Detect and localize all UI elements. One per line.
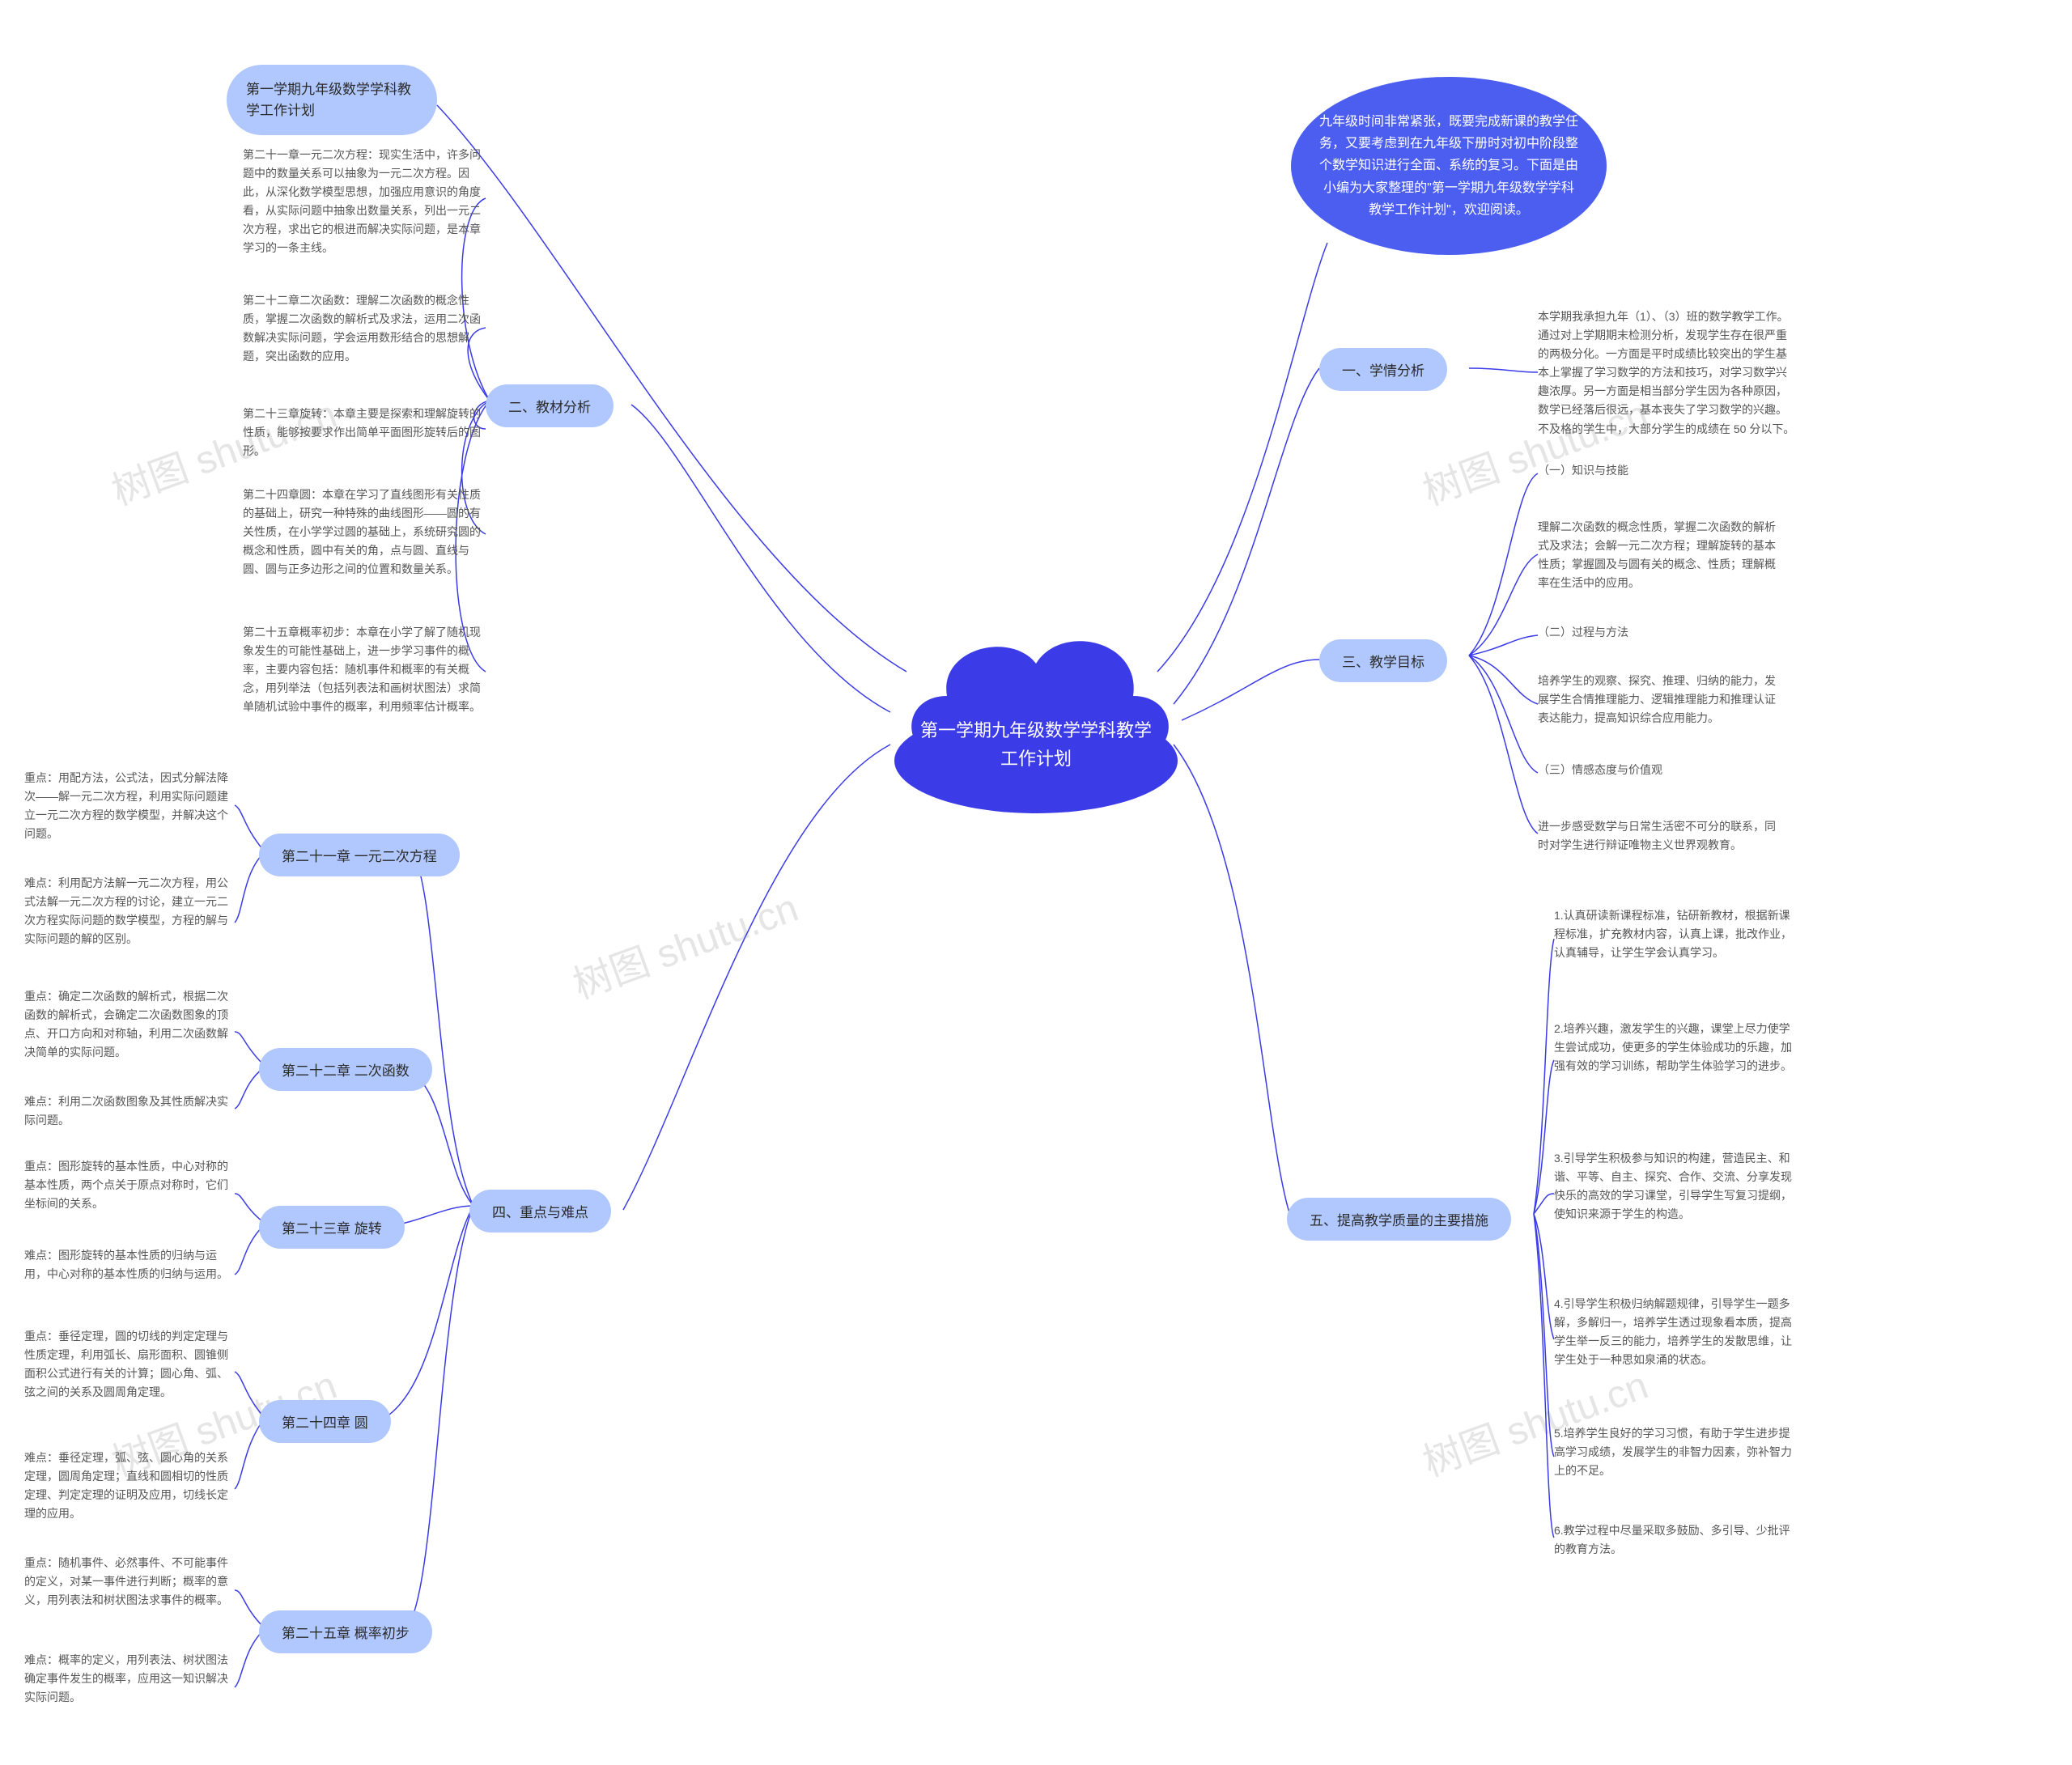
section-5-leaf: 6.教学过程中尽量采取多鼓励、多引导、少批评的教育方法。 (1554, 1521, 1797, 1559)
section-3-group: 理解二次函数的概念性质，掌握二次函数的解析式及求法；会解一元二次方程；理解旋转的… (1538, 518, 1781, 592)
section-2-leaf: 第二十五章概率初步：本章在小学了解了随机现象发生的可能性基础上，进一步学习事件的… (243, 623, 486, 716)
chapter-21-leaf: 难点：利用配方法解一元二次方程，用公式法解一元二次方程的讨论，建立一元二次方程实… (24, 874, 235, 948)
section-2-pill: 二、教材分析 (486, 384, 614, 427)
chapter-24-leaf: 难点：垂径定理，弧、弦、圆心角的关系定理，圆周角定理；直线和圆相切的性质定理、判… (24, 1449, 235, 1523)
chapter-23-leaf: 难点：图形旋转的基本性质的归纳与运用，中心对称的基本性质的归纳与运用。 (24, 1246, 235, 1283)
section-5-leaf: 3.引导学生积极参与知识的构建，营造民主、和谐、平等、自主、探究、合作、交流、分… (1554, 1149, 1797, 1224)
section-1-leaf: 本学期我承担九年（1）、（3）班的数学教学工作。通过对上学期期末检测分析，发现学… (1538, 308, 1797, 439)
section-5-pill: 五、提高教学质量的主要措施 (1287, 1198, 1511, 1241)
chapter-22-leaf: 重点：确定二次函数的解析式，根据二次函数的解析式，会确定二次函数图象的顶点、开口… (24, 987, 235, 1062)
section-5-leaf: 4.引导学生积极归纳解题规律，引导学生一题多解，多解归一，培养学生透过现象看本质… (1554, 1295, 1797, 1369)
intro-text: 九年级时间非常紧张，既要完成新课的教学任务，又要考虑到在九年级下册时对初中阶段整… (1287, 111, 1611, 221)
top-title-pill: 第一学期九年级数学学科教学工作计划 (227, 65, 437, 135)
connector-layer (0, 0, 2072, 1765)
chapter-25-leaf: 重点：随机事件、必然事件、不可能事件的定义，对某一事件进行判断；概率的意义，用列… (24, 1554, 235, 1610)
chapter-22-pill: 第二十二章 二次函数 (259, 1048, 432, 1091)
center-node: 第一学期九年级数学学科教学工作计划 (882, 615, 1190, 825)
section-2-leaf: 第二十四章圆：本章在学习了直线图形有关性质的基础上，研究一种特殊的曲线图形——圆… (243, 486, 486, 579)
chapter-23-leaf: 重点：图形旋转的基本性质，中心对称的基本性质，两个点关于原点对称时，它们坐标间的… (24, 1157, 235, 1213)
section-5-leaf: 1.认真研读新课程标准，钻研新教材，根据新课程标准，扩充教材内容，认真上课，批改… (1554, 906, 1797, 962)
chapter-24-leaf: 重点：垂径定理，圆的切线的判定定理与性质定理，利用弧长、扇形面积、圆锥侧面积公式… (24, 1327, 235, 1402)
intro-bubble: 九年级时间非常紧张，既要完成新课的教学任务，又要考虑到在九年级下册时对初中阶段整… (1287, 73, 1611, 259)
section-1-pill: 一、学情分析 (1319, 348, 1447, 391)
section-3-group: （一）知识与技能 (1538, 461, 1781, 480)
chapter-22-leaf: 难点：利用二次函数图象及其性质解决实际问题。 (24, 1093, 235, 1130)
section-2-leaf: 第二十三章旋转：本章主要是探索和理解旋转的性质，能够按要求作出简单平面图形旋转后… (243, 405, 486, 460)
section-3-group: （三）情感态度与价值观 (1538, 761, 1781, 779)
section-4-pill: 四、重点与难点 (469, 1190, 611, 1233)
section-3-group: 进一步感受数学与日常生活密不可分的联系，同时对学生进行辩证唯物主义世界观教育。 (1538, 817, 1781, 855)
section-3-group: 培养学生的观察、探究、推理、归纳的能力，发展学生合情推理能力、逻辑推理能力和推理… (1538, 672, 1781, 728)
section-3-group: （二）过程与方法 (1538, 623, 1781, 642)
chapter-25-leaf: 难点：概率的定义，用列表法、树状图法确定事件发生的概率，应用这一知识解决实际问题… (24, 1651, 235, 1707)
center-title: 第一学期九年级数学学科教学工作计划 (882, 716, 1190, 773)
chapter-23-pill: 第二十三章 旋转 (259, 1206, 405, 1249)
chapter-24-pill: 第二十四章 圆 (259, 1400, 391, 1443)
section-2-leaf: 第二十一章一元二次方程：现实生活中，许多问题中的数量关系可以抽象为一元二次方程。… (243, 146, 486, 258)
chapter-21-leaf: 重点：用配方法，公式法，因式分解法降次——解一元二次方程，利用实际问题建立一元二… (24, 769, 235, 843)
section-5-leaf: 5.培养学生良好的学习习惯，有助于学生进步提高学习成绩，发展学生的非智力因素，弥… (1554, 1424, 1797, 1480)
section-2-leaf: 第二十二章二次函数：理解二次函数的概念性质，掌握二次函数的解析式及求法，运用二次… (243, 291, 486, 366)
chapter-25-pill: 第二十五章 概率初步 (259, 1610, 432, 1653)
section-3-pill: 三、教学目标 (1319, 639, 1447, 682)
chapter-21-pill: 第二十一章 一元二次方程 (259, 834, 460, 876)
section-5-leaf: 2.培养兴趣，激发学生的兴趣，课堂上尽力使学生尝试成功，使更多的学生体验成功的乐… (1554, 1020, 1797, 1076)
